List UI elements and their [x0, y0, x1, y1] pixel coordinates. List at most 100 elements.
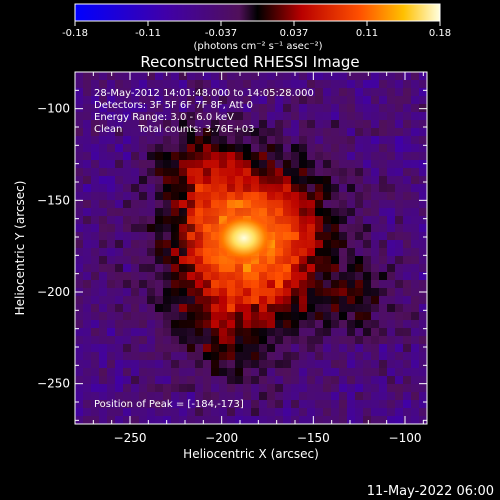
image-pixel — [171, 368, 180, 377]
image-pixel — [131, 152, 140, 161]
image-pixel — [323, 360, 332, 369]
image-pixel — [235, 408, 244, 417]
image-pixel — [331, 192, 340, 201]
image-pixel — [315, 144, 324, 153]
image-pixel — [139, 112, 148, 121]
image-pixel — [347, 368, 356, 377]
image-pixel — [339, 304, 348, 313]
image-pixel — [403, 176, 412, 185]
image-pixel — [251, 104, 260, 113]
image-pixel — [211, 160, 220, 169]
image-pixel — [323, 320, 332, 329]
image-pixel — [107, 144, 116, 153]
image-pixel — [91, 296, 100, 305]
image-pixel — [163, 352, 172, 361]
image-pixel — [259, 304, 268, 313]
image-pixel — [147, 400, 156, 409]
image-pixel — [139, 304, 148, 313]
image-pixel — [147, 328, 156, 337]
image-pixel — [339, 256, 348, 265]
image-pixel — [131, 400, 140, 409]
image-pixel — [275, 120, 284, 129]
image-pixel — [411, 104, 420, 113]
image-pixel — [123, 280, 132, 289]
image-pixel — [339, 184, 348, 193]
image-pixel — [347, 296, 356, 305]
image-pixel — [363, 384, 372, 393]
image-pixel — [187, 320, 196, 329]
image-pixel — [355, 392, 364, 401]
image-pixel — [139, 200, 148, 209]
image-pixel — [339, 88, 348, 97]
image-pixel — [187, 96, 196, 105]
image-pixel — [211, 400, 220, 409]
image-pixel — [395, 360, 404, 369]
image-pixel — [395, 80, 404, 89]
image-pixel — [227, 304, 236, 313]
image-pixel — [123, 120, 132, 129]
image-pixel — [379, 320, 388, 329]
image-pixel — [315, 80, 324, 89]
image-pixel — [347, 272, 356, 281]
image-pixel — [251, 128, 260, 137]
image-pixel — [115, 368, 124, 377]
image-pixel — [131, 200, 140, 209]
image-pixel — [235, 304, 244, 313]
image-pixel — [83, 80, 92, 89]
image-pixel — [211, 360, 220, 369]
image-pixel — [187, 184, 196, 193]
image-pixel — [147, 72, 156, 81]
image-pixel — [163, 120, 172, 129]
image-pixel — [347, 128, 356, 137]
image-pixel — [355, 312, 364, 321]
image-pixel — [83, 264, 92, 273]
image-pixel — [115, 400, 124, 409]
image-pixel — [395, 408, 404, 417]
image-pixel — [203, 160, 212, 169]
image-pixel — [91, 376, 100, 385]
image-pixel — [227, 344, 236, 353]
image-pixel — [179, 112, 188, 121]
image-pixel — [155, 320, 164, 329]
image-pixel — [395, 344, 404, 353]
image-pixel — [299, 176, 308, 185]
image-pixel — [259, 80, 268, 89]
image-pixel — [419, 272, 427, 281]
image-pixel — [275, 312, 284, 321]
image-pixel — [355, 368, 364, 377]
image-pixel — [251, 304, 260, 313]
image-pixel — [331, 416, 340, 424]
image-pixel — [387, 352, 396, 361]
image-pixel — [403, 320, 412, 329]
image-pixel — [355, 272, 364, 281]
image-pixel — [227, 312, 236, 321]
image-pixel — [211, 408, 220, 417]
image-pixel — [211, 296, 220, 305]
image-pixel — [347, 104, 356, 113]
image-pixel — [155, 328, 164, 337]
image-pixel — [147, 392, 156, 401]
image-pixel — [379, 176, 388, 185]
image-pixel — [155, 88, 164, 97]
image-pixel — [75, 160, 84, 169]
image-pixel — [91, 272, 100, 281]
image-pixel — [179, 400, 188, 409]
image-pixel — [267, 96, 276, 105]
image-pixel — [387, 128, 396, 137]
image-pixel — [99, 416, 108, 424]
image-pixel — [291, 160, 300, 169]
image-pixel — [83, 336, 92, 345]
image-pixel — [203, 312, 212, 321]
image-pixel — [331, 96, 340, 105]
image-pixel — [387, 192, 396, 201]
image-pixel — [267, 120, 276, 129]
image-pixel — [211, 328, 220, 337]
image-pixel — [347, 120, 356, 129]
image-pixel — [139, 312, 148, 321]
image-pixel — [419, 112, 427, 121]
image-pixel — [139, 392, 148, 401]
image-pixel — [139, 416, 148, 424]
image-pixel — [139, 128, 148, 137]
image-pixel — [403, 328, 412, 337]
image-pixel — [107, 304, 116, 313]
